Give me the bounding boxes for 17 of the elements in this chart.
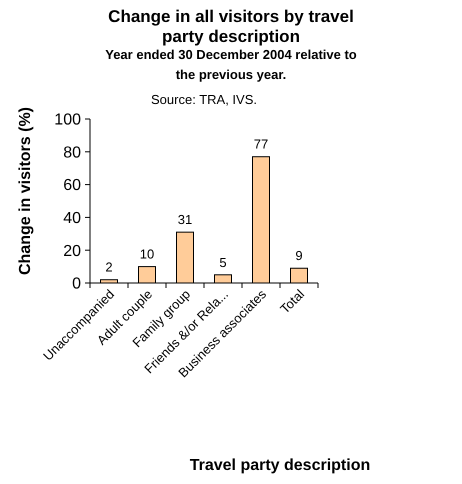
data-label: 77 [254,136,268,152]
chart-title: Change in all visitors by travel party description [108,7,354,46]
source-note: Source: TRA, IVS. [151,92,257,107]
y-tick-label: 20 [63,242,82,260]
y-tick-label: 100 [54,112,82,129]
chart-subtitle: Year ended 30 December 2004 relative to the previous year. [105,47,357,82]
data-label: 31 [178,212,192,228]
data-label: 5 [219,254,227,270]
y-tick-label: 80 [63,144,82,162]
y-tick-label: 60 [63,177,82,194]
data-label: 2 [105,260,113,275]
x-axis-title: Travel party description [190,457,370,474]
y-tick-label: 40 [63,210,82,227]
data-label: 10 [140,246,154,262]
y-axis-title: Change in visitors (%) [17,106,34,276]
y-tick-label: 0 [72,276,82,293]
data-label: 9 [295,248,303,264]
